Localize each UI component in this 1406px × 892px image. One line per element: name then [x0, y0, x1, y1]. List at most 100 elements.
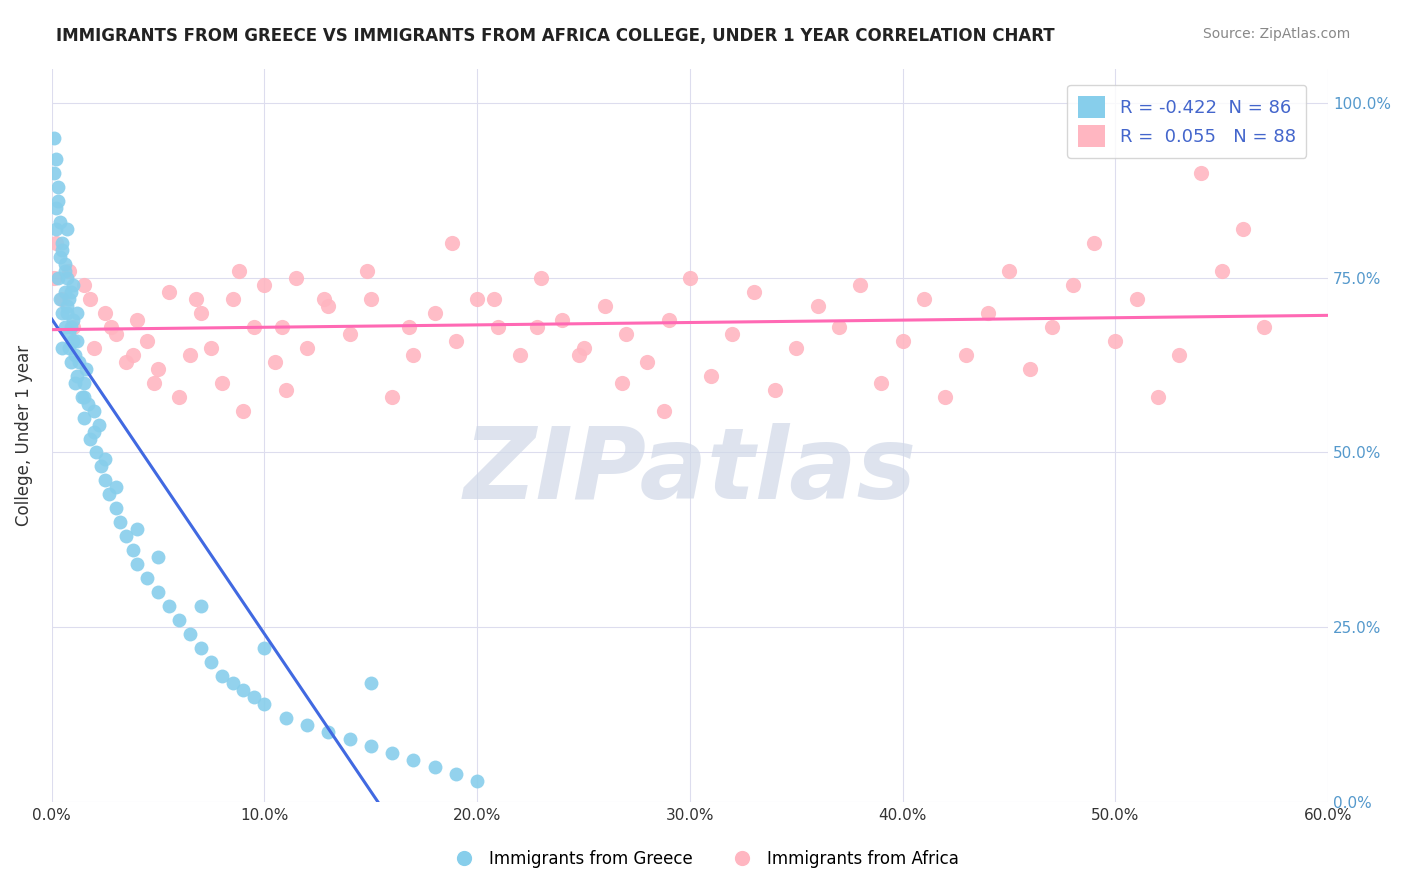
Immigrants from Africa — [572, 341, 595, 355]
Immigrants from Greece — [83, 403, 105, 417]
Immigrants from Greece — [49, 292, 72, 306]
Immigrants from Africa — [526, 319, 548, 334]
Immigrants from Greece — [121, 543, 143, 558]
Immigrants from Africa — [45, 235, 67, 250]
Immigrants from Greece — [73, 376, 96, 390]
Immigrants from Greece — [51, 235, 73, 250]
Immigrants from Africa — [146, 361, 169, 376]
Immigrants from Africa — [243, 319, 266, 334]
Immigrants from Greece — [49, 250, 72, 264]
Immigrants from Greece — [98, 487, 121, 501]
Immigrants from Greece — [51, 243, 73, 257]
Immigrants from Africa — [1253, 319, 1275, 334]
Immigrants from Greece — [46, 271, 69, 285]
Immigrants from Africa — [94, 306, 117, 320]
Immigrants from Greece — [46, 180, 69, 194]
Immigrants from Africa — [1168, 348, 1191, 362]
Immigrants from Africa — [51, 292, 73, 306]
Immigrants from Greece — [46, 194, 69, 209]
Immigrants from Africa — [316, 299, 339, 313]
Immigrants from Greece — [67, 355, 90, 369]
Immigrants from Africa — [253, 277, 276, 292]
Immigrants from Africa — [488, 319, 510, 334]
Immigrants from Africa — [1232, 222, 1254, 236]
Immigrants from Africa — [186, 292, 208, 306]
Immigrants from Greece — [66, 306, 89, 320]
Immigrants from Africa — [1147, 390, 1170, 404]
Immigrants from Greece — [55, 222, 77, 236]
Immigrants from Africa — [136, 334, 159, 348]
Immigrants from Greece — [58, 341, 80, 355]
Immigrants from Africa — [58, 264, 80, 278]
Immigrants from Africa — [62, 319, 84, 334]
Immigrants from Africa — [228, 264, 250, 278]
Immigrants from Greece — [316, 724, 339, 739]
Immigrants from Africa — [593, 299, 616, 313]
Immigrants from Greece — [402, 753, 425, 767]
Immigrants from Africa — [157, 285, 180, 299]
Immigrants from Africa — [1019, 361, 1042, 376]
Immigrants from Greece — [465, 773, 488, 788]
Immigrants from Africa — [934, 390, 956, 404]
Immigrants from Africa — [104, 326, 127, 341]
Immigrants from Greece — [253, 697, 276, 711]
Immigrants from Greece — [200, 655, 222, 669]
Immigrants from Greece — [45, 153, 67, 167]
Immigrants from Africa — [381, 390, 404, 404]
Immigrants from Africa — [785, 341, 807, 355]
Immigrants from Africa — [912, 292, 935, 306]
Immigrants from Africa — [1040, 319, 1063, 334]
Immigrants from Greece — [115, 529, 138, 543]
Text: Source: ZipAtlas.com: Source: ZipAtlas.com — [1202, 27, 1350, 41]
Immigrants from Africa — [312, 292, 335, 306]
Immigrants from Africa — [849, 277, 872, 292]
Immigrants from Greece — [169, 613, 191, 627]
Immigrants from Greece — [58, 326, 80, 341]
Immigrants from Greece — [243, 690, 266, 704]
Immigrants from Greece — [66, 368, 89, 383]
Immigrants from Greece — [75, 361, 97, 376]
Immigrants from Greece — [146, 585, 169, 599]
Immigrants from Africa — [402, 348, 425, 362]
Immigrants from Greece — [55, 299, 77, 313]
Immigrants from Greece — [53, 257, 76, 271]
Immigrants from Greece — [77, 396, 100, 410]
Immigrants from Africa — [955, 348, 977, 362]
Text: IMMIGRANTS FROM GREECE VS IMMIGRANTS FROM AFRICA COLLEGE, UNDER 1 YEAR CORRELATI: IMMIGRANTS FROM GREECE VS IMMIGRANTS FRO… — [56, 27, 1054, 45]
Immigrants from Africa — [211, 376, 233, 390]
Immigrants from Greece — [108, 516, 131, 530]
Immigrants from Africa — [891, 334, 914, 348]
Immigrants from Greece — [157, 599, 180, 613]
Immigrants from Africa — [274, 383, 297, 397]
Immigrants from Africa — [1189, 166, 1212, 180]
Immigrants from Africa — [568, 348, 591, 362]
Immigrants from Africa — [700, 368, 723, 383]
Immigrants from Greece — [104, 480, 127, 494]
Immigrants from Greece — [42, 166, 65, 180]
Immigrants from Greece — [62, 334, 84, 348]
Immigrants from Africa — [179, 348, 201, 362]
Immigrants from Africa — [654, 403, 676, 417]
Immigrants from Greece — [94, 474, 117, 488]
Immigrants from Greece — [232, 682, 254, 697]
Immigrants from Greece — [63, 376, 86, 390]
Immigrants from Greece — [253, 640, 276, 655]
Immigrants from Greece — [295, 717, 318, 731]
Immigrants from Greece — [125, 522, 148, 536]
Immigrants from Africa — [679, 271, 702, 285]
Immigrants from Africa — [998, 264, 1021, 278]
Immigrants from Greece — [45, 201, 67, 215]
Immigrants from Greece — [66, 334, 89, 348]
Immigrants from Africa — [83, 341, 105, 355]
Y-axis label: College, Under 1 year: College, Under 1 year — [15, 344, 32, 525]
Immigrants from Africa — [125, 313, 148, 327]
Immigrants from Greece — [136, 571, 159, 585]
Immigrants from Africa — [190, 306, 212, 320]
Immigrants from Africa — [285, 271, 308, 285]
Immigrants from Africa — [484, 292, 506, 306]
Immigrants from Africa — [360, 292, 382, 306]
Immigrants from Greece — [104, 501, 127, 516]
Immigrants from Africa — [977, 306, 1000, 320]
Immigrants from Africa — [636, 355, 658, 369]
Immigrants from Greece — [87, 417, 110, 432]
